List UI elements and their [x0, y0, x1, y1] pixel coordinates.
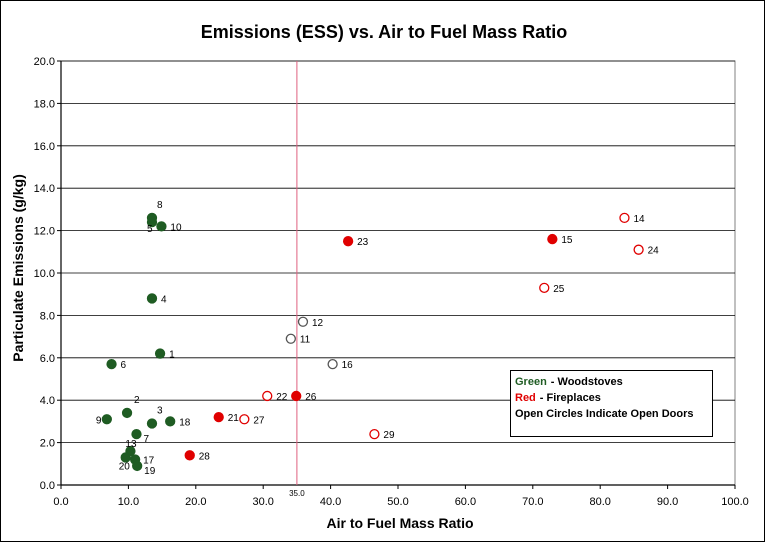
x-tick-label: 40.0 — [320, 496, 341, 508]
point-label-27: 27 — [253, 415, 265, 426]
legend-key-green: Green — [515, 376, 547, 388]
point-25 — [539, 282, 550, 293]
y-tick-label: 0.0 — [40, 480, 55, 492]
point-28 — [184, 450, 195, 461]
point-label-20: 20 — [119, 461, 131, 472]
point-10 — [156, 221, 167, 232]
point-label-6: 6 — [121, 360, 127, 371]
point-8 — [146, 212, 158, 224]
legend: Green - Woodstoves Red - Fireplaces Open C… — [510, 370, 713, 437]
x-tick-label: 90.0 — [657, 496, 678, 508]
x-tick-label: 20.0 — [185, 496, 206, 508]
point-label-21: 21 — [228, 413, 240, 424]
point-label-7: 7 — [143, 434, 149, 445]
point-16 — [327, 359, 338, 370]
point-6 — [106, 359, 117, 370]
point-26 — [291, 390, 302, 402]
point-label-15: 15 — [561, 235, 573, 246]
y-tick-label: 18.0 — [34, 98, 55, 110]
legend-text-woodstoves: - Woodstoves — [550, 376, 623, 388]
y-tick-label: 2.0 — [40, 438, 55, 450]
point-4 — [146, 293, 158, 304]
legend-text-open-circles: Open Circles Indicate Open Doors — [515, 408, 694, 420]
x-tick-label: 60.0 — [455, 496, 476, 508]
point-20 — [120, 452, 131, 463]
point-label-13: 13 — [125, 439, 137, 450]
x-tick-label: 80.0 — [589, 496, 610, 508]
legend-entry-fireplaces: Red - Fireplaces — [515, 390, 708, 406]
point-23 — [342, 236, 354, 247]
point-18 — [165, 416, 176, 427]
x-axis-title: Air to Fuel Mass Ratio — [326, 515, 474, 531]
point-label-10: 10 — [170, 222, 182, 233]
legend-key-red: Red — [515, 392, 536, 404]
point-label-11: 11 — [300, 335, 311, 346]
point-27 — [239, 414, 250, 425]
point-label-14: 14 — [633, 214, 645, 225]
point-label-26: 26 — [305, 392, 317, 403]
point-14 — [619, 212, 630, 224]
legend-text-fireplaces: - Fireplaces — [539, 392, 601, 404]
x-tick-label: 50.0 — [387, 496, 408, 508]
point-7 — [131, 428, 142, 440]
point-label-3: 3 — [157, 406, 163, 417]
point-label-2: 2 — [134, 395, 140, 406]
legend-entry-woodstoves: Green - Woodstoves — [515, 374, 708, 390]
chart-title: Emissions (ESS) vs. Air to Fuel Mass Rat… — [200, 22, 568, 42]
point-label-28: 28 — [199, 451, 211, 462]
point-21 — [213, 412, 224, 423]
point-1 — [154, 348, 166, 359]
point-15 — [547, 233, 558, 245]
y-tick-label: 14.0 — [34, 183, 55, 195]
x-tick-label: 10.0 — [118, 496, 139, 508]
x-tick-label: 100.0 — [721, 496, 749, 508]
y-tick-label: 10.0 — [34, 268, 55, 280]
point-label-22: 22 — [276, 392, 288, 403]
point-label-18: 18 — [179, 417, 191, 428]
point-label-25: 25 — [553, 284, 565, 295]
point-2 — [121, 407, 133, 419]
point-9 — [101, 414, 112, 425]
y-tick-label: 6.0 — [40, 353, 55, 365]
point-label-24: 24 — [648, 246, 660, 257]
legend-entry-open-circles: Open Circles Indicate Open Doors — [515, 406, 708, 422]
point-label-9: 9 — [96, 415, 102, 426]
point-22 — [262, 390, 273, 402]
y-tick-label: 8.0 — [40, 310, 55, 322]
point-label-16: 16 — [342, 360, 354, 371]
reference-line-label: 35.0 — [289, 489, 305, 498]
point-label-4: 4 — [161, 294, 167, 305]
x-tick-label: 30.0 — [252, 496, 273, 508]
y-tick-label: 12.0 — [34, 226, 55, 238]
y-tick-label: 4.0 — [40, 395, 55, 407]
y-tick-label: 20.0 — [34, 56, 55, 68]
point-label-19: 19 — [144, 466, 156, 477]
point-label-8: 8 — [157, 200, 163, 211]
point-label-17: 17 — [143, 456, 155, 467]
point-label-5: 5 — [147, 224, 153, 235]
point-label-1: 1 — [169, 350, 175, 361]
point-24 — [633, 244, 644, 255]
x-tick-label: 0.0 — [53, 496, 68, 508]
point-label-23: 23 — [357, 237, 369, 248]
point-label-29: 29 — [383, 430, 395, 441]
point-29 — [369, 428, 380, 440]
point-3 — [146, 418, 158, 429]
x-tick-label: 70.0 — [522, 496, 543, 508]
point-12 — [297, 316, 309, 327]
y-tick-label: 16.0 — [34, 141, 55, 153]
point-19 — [132, 460, 143, 472]
point-label-12: 12 — [312, 318, 324, 329]
point-11 — [285, 333, 296, 344]
